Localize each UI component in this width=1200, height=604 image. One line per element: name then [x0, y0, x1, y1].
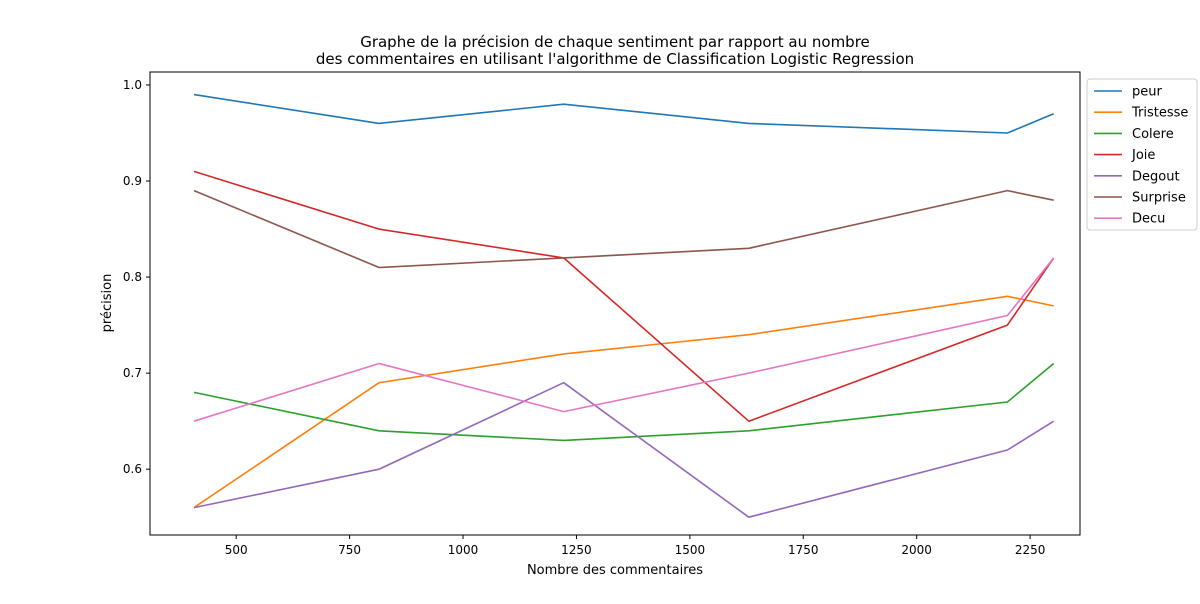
series-line-tristesse	[193, 295, 1054, 509]
x-tick-label: 500	[225, 543, 248, 557]
x-tick-label: 2250	[1015, 543, 1046, 557]
legend-label-tristesse: Tristesse	[1131, 106, 1188, 121]
series-line-joie	[193, 170, 1055, 423]
x-axis-label: Nombre des commentaires	[527, 563, 703, 578]
y-tick-label: 0.9	[123, 174, 142, 188]
x-axis: 500 750 1000 1250 1500 1750 2000 2250	[225, 535, 1046, 557]
plot-frame	[149, 71, 1081, 536]
legend-label-peur: peur	[1132, 85, 1162, 100]
legend-label-colere: Colere	[1132, 127, 1174, 142]
x-tick-label: 1750	[788, 543, 819, 557]
x-tick-label: 1000	[448, 543, 479, 557]
legend-label-decu: Decu	[1132, 212, 1165, 227]
series-line-degout	[193, 381, 1055, 519]
y-axis: 0.6 0.7 0.8 0.9 1.0	[123, 78, 150, 476]
y-axis-label: précision	[100, 274, 115, 333]
x-tick-label: 1250	[561, 543, 592, 557]
legend: peur Tristesse Colere Joie Degout Surprise Dec…	[1086, 78, 1198, 231]
legend-label-degout: Degout	[1132, 169, 1180, 184]
series-line-peur	[193, 93, 1055, 134]
x-tick-label: 1500	[675, 543, 706, 557]
legend-label-surprise: Surprise	[1132, 191, 1186, 206]
x-tick-label: 2000	[901, 543, 932, 557]
series-line-colere	[193, 362, 1055, 442]
series-line-surprise	[193, 189, 1054, 269]
chart-title-line-2: des commentaires en utilisant l'algorith…	[316, 50, 914, 68]
series-line-decu	[193, 257, 1055, 422]
plot-lines	[193, 93, 1055, 519]
y-tick-label: 0.6	[123, 462, 142, 476]
y-tick-label: 1.0	[123, 78, 142, 92]
legend-label-joie: Joie	[1131, 148, 1155, 163]
chart-title-line-1: Graphe de la précision de chaque sentime…	[360, 33, 870, 51]
legend-box	[1086, 78, 1198, 231]
y-tick-label: 0.7	[123, 366, 142, 380]
y-tick-label: 0.8	[123, 270, 142, 284]
x-tick-label: 750	[338, 543, 361, 557]
